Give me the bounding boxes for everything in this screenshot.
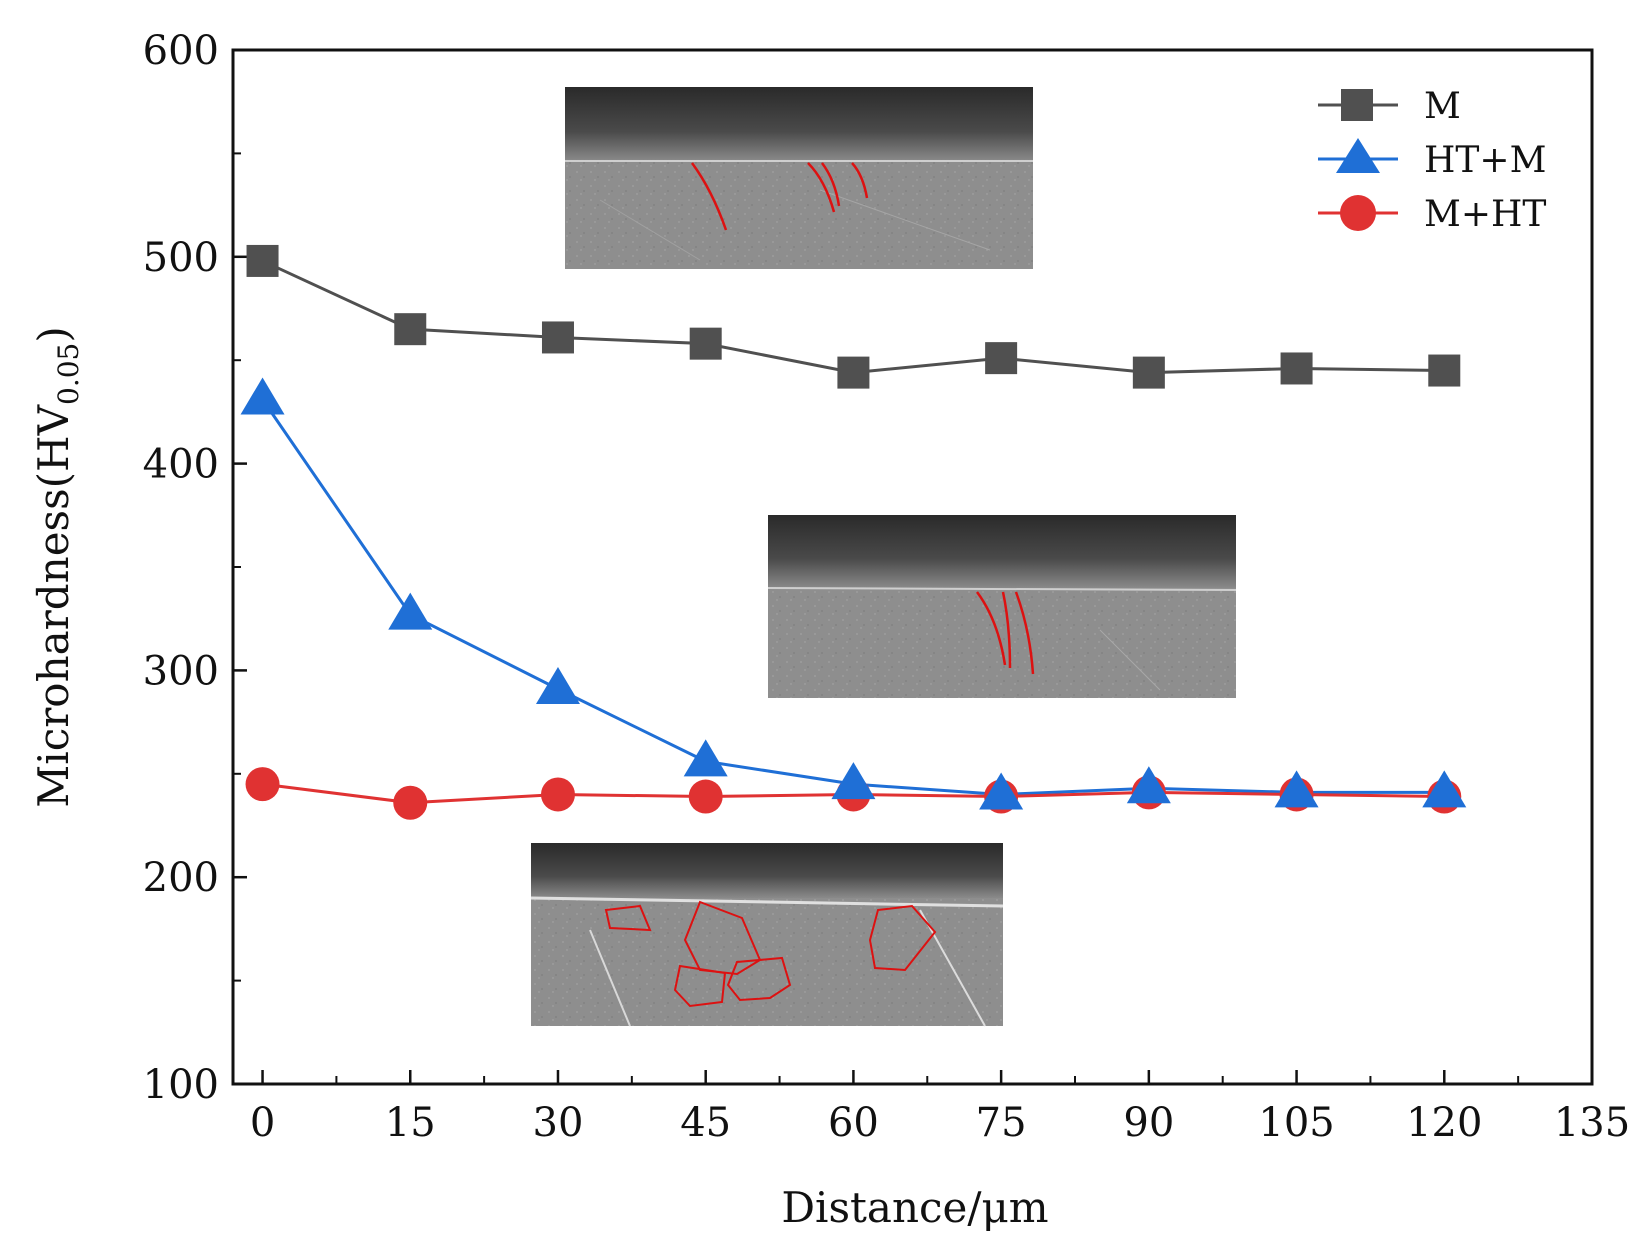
data-point-ht-m <box>831 762 876 800</box>
data-point-m <box>541 321 574 354</box>
data-point-m <box>985 342 1018 375</box>
data-point-m-ht <box>393 785 428 820</box>
data-point-ht-m <box>240 377 285 415</box>
data-point-m-ht <box>245 767 280 802</box>
legend-item-m-ht: M+HT <box>1318 194 1546 235</box>
data-point-ht-m <box>683 739 728 777</box>
data-point-ht-m <box>1274 770 1319 808</box>
x-tick-label: 45 <box>680 1100 731 1146</box>
legend-label-m-ht: M+HT <box>1424 194 1546 235</box>
micrograph-inset-3 <box>530 843 1004 1027</box>
legend: M HT+M M+HT <box>1318 86 1546 235</box>
data-point-ht-m <box>388 592 433 630</box>
legend-item-ht-m: HT+M <box>1318 138 1546 181</box>
legend-triangle-marker <box>1336 138 1380 173</box>
legend-label-ht-m: HT+M <box>1424 140 1546 181</box>
legend-item-m: M <box>1318 86 1461 127</box>
x-tick-label: 75 <box>976 1100 1027 1146</box>
micrograph-inset-1 <box>565 87 1033 269</box>
y-axis-title-main: Microhardness(HV <box>29 404 78 807</box>
axis-ticks <box>233 48 1594 1086</box>
series-markers <box>240 244 1467 820</box>
y-tick-label: 600 <box>143 28 219 74</box>
x-tick-label: 105 <box>1258 1100 1334 1146</box>
y-tick-label: 300 <box>143 648 219 694</box>
micrograph-inset-2 <box>767 515 1237 698</box>
data-point-m <box>837 356 870 389</box>
data-point-ht-m <box>535 667 580 705</box>
x-tick-label: 120 <box>1406 1100 1482 1146</box>
y-tick-label: 200 <box>143 855 219 901</box>
x-tick-label: 90 <box>1123 1100 1174 1146</box>
y-tick-label: 500 <box>143 235 219 281</box>
y-axis-title-suffix: ) <box>29 326 78 342</box>
data-point-m <box>1132 356 1165 389</box>
x-tick-label: 30 <box>533 1100 584 1146</box>
data-point-ht-m <box>1126 766 1171 804</box>
x-tick-label: 60 <box>828 1100 879 1146</box>
data-point-m <box>1280 352 1313 385</box>
data-point-m-ht <box>688 779 723 814</box>
x-axis-title: Distance/μm <box>781 1183 1048 1232</box>
data-point-m <box>394 313 427 346</box>
legend-square-marker <box>1341 89 1373 121</box>
legend-label-m: M <box>1424 86 1461 127</box>
data-point-ht-m <box>979 772 1024 810</box>
y-tick-label: 100 <box>143 1062 219 1108</box>
x-tick-label: 15 <box>385 1100 436 1146</box>
data-point-m-ht <box>540 777 575 812</box>
data-point-m <box>1428 354 1461 387</box>
axis-tick-labels: 0 15 30 45 60 75 90 105 120 135 100 200 300 400 500 600 <box>143 28 1631 1146</box>
y-axis-title-subscript: 0.05 <box>52 343 85 405</box>
series-line-m <box>261 259 1445 375</box>
y-tick-label: 400 <box>143 442 219 488</box>
data-point-ht-m <box>1422 770 1467 808</box>
x-tick-label: 135 <box>1554 1100 1630 1146</box>
data-point-m <box>689 327 722 360</box>
y-axis-title: Microhardness(HV0.05) <box>29 326 85 807</box>
data-point-m <box>246 244 279 277</box>
legend-circle-marker <box>1340 195 1376 231</box>
x-tick-label: 0 <box>250 1100 275 1146</box>
